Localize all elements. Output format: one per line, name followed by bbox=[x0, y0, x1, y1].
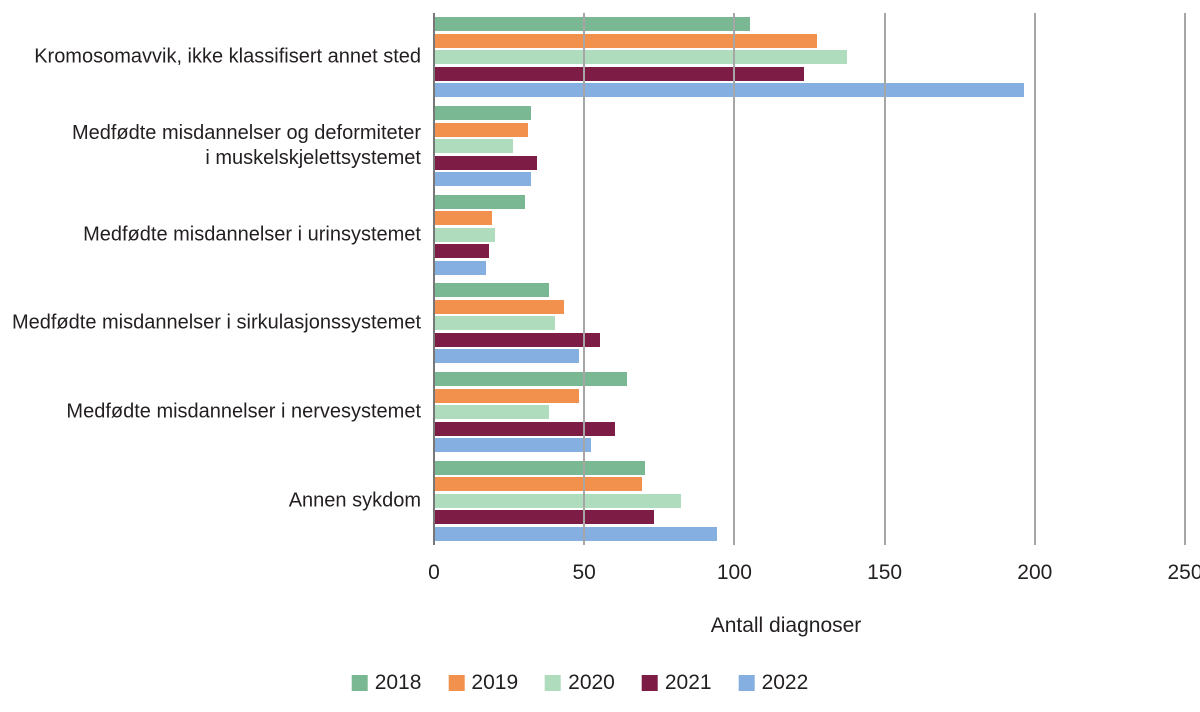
category-label-1: Kromosomavvik, ikke klassifisert annet s… bbox=[34, 45, 421, 68]
bar-2022-group6 bbox=[435, 526, 718, 541]
bar-2022-group5 bbox=[435, 438, 592, 452]
gridline-100 bbox=[733, 13, 736, 545]
category-label-2: Medfødte misdannelser og deformiteter i … bbox=[71, 121, 421, 169]
legend-swatch-2018 bbox=[351, 675, 368, 691]
category-label-6: Annen sykdom bbox=[288, 489, 421, 512]
x-tick-label-50: 50 bbox=[572, 561, 596, 584]
bar-2022-group3 bbox=[435, 260, 487, 275]
bar-2021-group1 bbox=[435, 66, 805, 81]
bar-2021-group3 bbox=[435, 244, 490, 259]
x-tick-label-200: 200 bbox=[1017, 561, 1053, 584]
bar-2019-group6 bbox=[435, 477, 643, 492]
bar-2019-group3 bbox=[435, 211, 493, 226]
category-label-5: Medfødte misdannelser i nervesystemet bbox=[66, 400, 421, 423]
x-tick-label-150: 150 bbox=[867, 561, 903, 584]
bar-2018-group5 bbox=[435, 372, 628, 386]
axis-zero-line bbox=[433, 13, 435, 545]
bar-2022-group1 bbox=[435, 83, 1024, 98]
bar-2018-group6 bbox=[435, 460, 646, 475]
legend-label-2021: 2021 bbox=[664, 671, 712, 694]
bar-2018-group1 bbox=[435, 17, 751, 32]
legend-item-2020: 2020 bbox=[545, 671, 615, 695]
x-tick-label-0: 0 bbox=[428, 561, 440, 584]
bar-2021-group6 bbox=[435, 510, 655, 525]
legend-swatch-2020 bbox=[545, 675, 562, 691]
gridline-200 bbox=[1033, 13, 1036, 545]
legend-label-2018: 2018 bbox=[374, 671, 422, 694]
bar-2020-group4 bbox=[435, 316, 556, 331]
category-label-4: Medfødte misdannelser i sirkulasjonssyst… bbox=[11, 311, 421, 334]
legend-label-2019: 2019 bbox=[471, 671, 519, 694]
gridline-50 bbox=[583, 13, 586, 545]
bar-2020-group1 bbox=[435, 50, 847, 65]
x-tick-label-100: 100 bbox=[716, 561, 752, 584]
bar-2019-group5 bbox=[435, 388, 580, 403]
legend-swatch-2019 bbox=[448, 675, 465, 691]
legend-label-2022: 2022 bbox=[761, 671, 809, 694]
bar-2021-group2 bbox=[435, 155, 538, 170]
bar-2018-group2 bbox=[435, 106, 532, 120]
bar-2019-group2 bbox=[435, 122, 529, 137]
legend-item-2022: 2022 bbox=[738, 671, 809, 695]
bar-2020-group3 bbox=[435, 227, 496, 242]
bar-2021-group5 bbox=[435, 421, 616, 436]
chart-legend: 2018 2019 2020 2021 2022 bbox=[351, 671, 809, 695]
legend-label-2020: 2020 bbox=[568, 671, 615, 694]
bar-2020-group6 bbox=[435, 493, 682, 508]
bar-2020-group2 bbox=[435, 139, 514, 153]
gridline-150 bbox=[883, 13, 886, 545]
bar-2019-group4 bbox=[435, 299, 565, 314]
legend-item-2019: 2019 bbox=[448, 671, 518, 695]
bar-2020-group5 bbox=[435, 405, 550, 419]
legend-swatch-2022 bbox=[738, 675, 755, 691]
x-tick-label-250: 250 bbox=[1167, 561, 1200, 584]
bar-2022-group2 bbox=[435, 172, 532, 186]
category-label-3: Medfødte misdannelser i urinsystemet bbox=[83, 223, 421, 246]
legend-item-2018: 2018 bbox=[351, 671, 422, 695]
gridline-250 bbox=[1184, 13, 1186, 545]
x-axis-title: Antall diagnoser bbox=[710, 614, 862, 637]
bar-2018-group3 bbox=[435, 194, 526, 209]
bar-2018-group4 bbox=[435, 283, 550, 298]
legend-item-2021: 2021 bbox=[641, 671, 712, 695]
bar-2021-group4 bbox=[435, 332, 601, 347]
bar-2022-group4 bbox=[435, 349, 580, 364]
bar-2019-group1 bbox=[435, 33, 817, 48]
legend-swatch-2021 bbox=[641, 675, 658, 691]
